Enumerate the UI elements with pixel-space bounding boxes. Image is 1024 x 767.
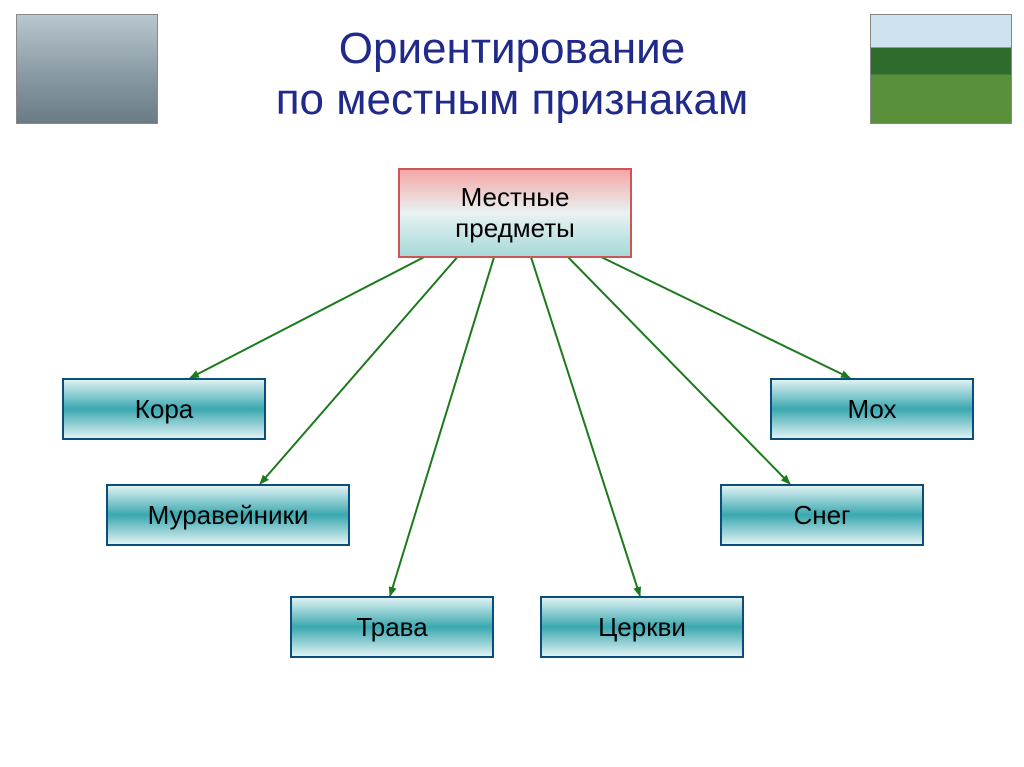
title-line1: Ориентирование [339, 24, 685, 73]
child-label-murav: Муравейники [148, 500, 309, 531]
photo-right [870, 14, 1012, 124]
arrow-5 [595, 254, 850, 378]
child-label-mokh: Мох [847, 394, 896, 425]
child-node-sneg: Снег [720, 484, 924, 546]
root-node: Местные предметы [398, 168, 632, 258]
arrow-4 [565, 254, 790, 484]
arrow-3 [530, 254, 640, 596]
title-line2: по местным признакам [276, 75, 749, 124]
arrow-0 [190, 254, 430, 378]
child-node-kora: Кора [62, 378, 266, 440]
child-label-tserk: Церкви [598, 612, 686, 643]
root-label-1: Местные [461, 182, 570, 212]
child-label-sneg: Снег [793, 500, 850, 531]
child-node-murav: Муравейники [106, 484, 350, 546]
arrow-2 [390, 254, 495, 596]
arrow-1 [260, 254, 460, 484]
root-label-2: предметы [455, 213, 575, 243]
child-node-tserk: Церкви [540, 596, 744, 658]
child-label-kora: Кора [135, 394, 194, 425]
child-node-trava: Трава [290, 596, 494, 658]
child-node-mokh: Мох [770, 378, 974, 440]
photo-left [16, 14, 158, 124]
child-label-trava: Трава [356, 612, 427, 643]
